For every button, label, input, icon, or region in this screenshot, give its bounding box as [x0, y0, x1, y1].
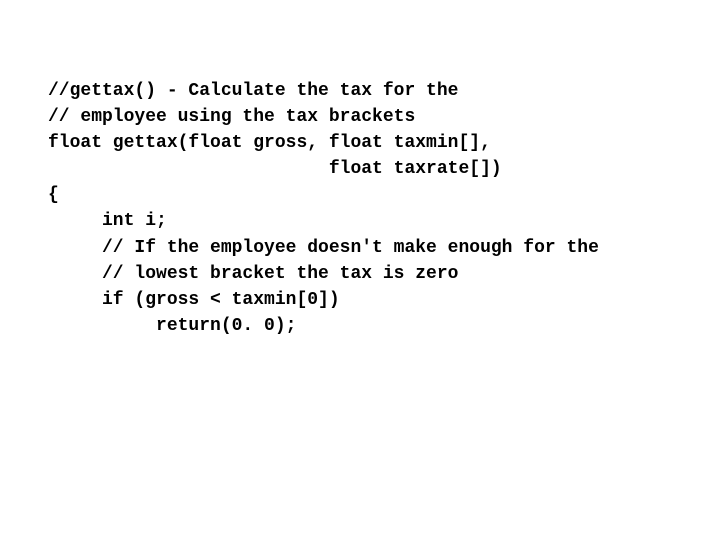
code-snippet: //gettax() - Calculate the tax for the /…	[0, 18, 720, 339]
